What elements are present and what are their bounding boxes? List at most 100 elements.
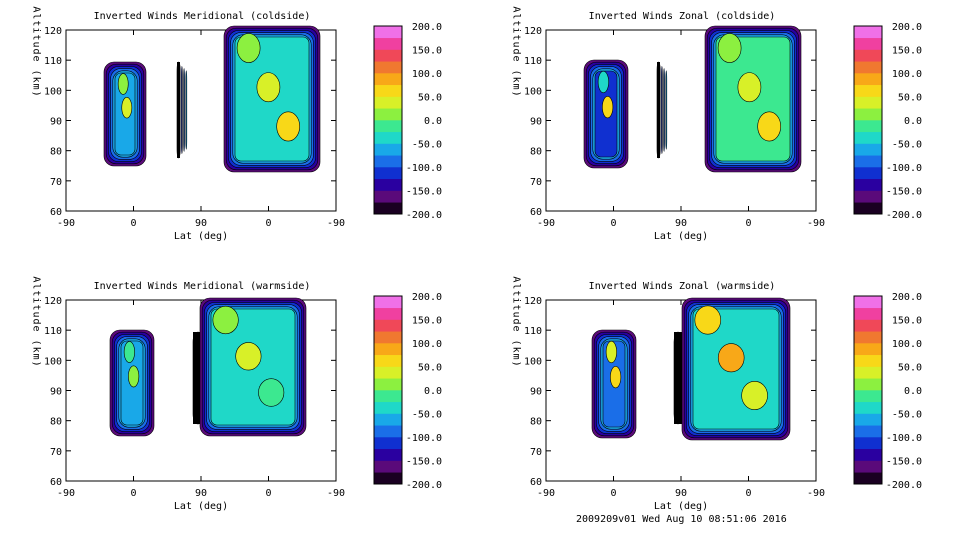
colorbar-band xyxy=(374,425,402,438)
y-tick-label: 60 xyxy=(50,207,62,218)
colorbar-band xyxy=(854,401,882,414)
contour-field-3 xyxy=(109,297,307,437)
y-axis-label: Altitude (km) xyxy=(511,276,522,367)
colorbar-band xyxy=(854,108,882,121)
contour-core xyxy=(276,111,301,142)
y-tick-label: 90 xyxy=(50,117,62,128)
x-tick-label: 0 xyxy=(130,488,136,499)
y-axis-label: Altitude (km) xyxy=(31,276,42,367)
colorbar-band xyxy=(854,425,882,438)
y-tick-label: 100 xyxy=(524,86,542,97)
y-tick-label: 80 xyxy=(530,417,542,428)
colorbar-band xyxy=(374,84,402,97)
chart-title: Inverted Winds Zonal (coldside) xyxy=(589,11,776,22)
colorbar-band xyxy=(374,307,402,320)
colorbar-label: -50.0 xyxy=(892,410,922,421)
colorbar-label: 150.0 xyxy=(412,316,442,327)
y-axis-label: Altitude (km) xyxy=(31,6,42,97)
x-axis-label: Lat (deg) xyxy=(654,501,708,512)
colorbar-label: 150.0 xyxy=(892,316,922,327)
colorbar-band xyxy=(854,343,882,356)
colorbar-frame xyxy=(853,25,883,215)
colorbar-band xyxy=(374,178,402,191)
colorbar-label: 200.0 xyxy=(412,292,442,303)
y-tick-label: 70 xyxy=(50,447,62,458)
contour-core xyxy=(717,33,742,63)
colorbar-label: -100.0 xyxy=(886,433,922,444)
contour-ring xyxy=(183,68,185,152)
chart-title: Inverted Winds Meridional (warmside) xyxy=(94,281,311,292)
colorbar-band xyxy=(374,319,402,332)
colorbar-label: -50.0 xyxy=(892,140,922,151)
colorbar-band xyxy=(374,331,402,344)
colorbar-band xyxy=(374,460,402,473)
colorbar-label: 100.0 xyxy=(412,69,442,80)
chart-panel-2: Inverted Winds Zonal (coldside) 60 70 80 90 1… xyxy=(511,6,923,242)
y-tick-label: 80 xyxy=(50,417,62,428)
colorbar-label: -50.0 xyxy=(412,410,442,421)
y-tick-label: 110 xyxy=(44,56,62,67)
colorbar-frame xyxy=(373,25,403,215)
colorbar-band xyxy=(374,155,402,168)
y-tick-label: 60 xyxy=(50,477,62,488)
x-tick-label: 0 xyxy=(610,218,616,229)
colorbar-label: 50.0 xyxy=(898,363,922,374)
colorbar-label: 50.0 xyxy=(898,93,922,104)
colorbar-band xyxy=(854,202,882,215)
y-tick-label: 100 xyxy=(44,356,62,367)
colorbar-band xyxy=(854,296,882,309)
colorbar-band xyxy=(854,167,882,180)
colorbar-band xyxy=(854,366,882,379)
contour-ring xyxy=(185,70,188,150)
contour-core xyxy=(757,111,782,142)
colorbar-band xyxy=(854,390,882,403)
colorbar-band xyxy=(854,26,882,39)
footer-text: 2009209v01 Wed Aug 10 08:51:06 2016 xyxy=(576,514,787,525)
y-tick-label: 70 xyxy=(530,177,542,188)
colorbar-band xyxy=(854,190,882,203)
contour-core xyxy=(602,96,614,119)
chart-panel-3: Inverted Winds Meridional (warmside) 60 70… xyxy=(31,276,443,512)
colorbar-band xyxy=(374,37,402,50)
colorbar-label: -150.0 xyxy=(886,457,922,468)
contour-core xyxy=(717,343,745,373)
colorbar-label: 200.0 xyxy=(892,22,922,33)
colorbar-band xyxy=(374,190,402,203)
colorbar-label: -150.0 xyxy=(406,457,442,468)
colorbar-label: 50.0 xyxy=(418,363,442,374)
colorbar-band xyxy=(374,167,402,180)
colorbar-band xyxy=(374,131,402,144)
colorbar-band xyxy=(854,178,882,191)
y-tick-label: 100 xyxy=(44,86,62,97)
colorbar-band xyxy=(854,155,882,168)
colorbar-label: -200.0 xyxy=(886,480,922,491)
contour-core xyxy=(610,366,622,389)
y-tick-label: 120 xyxy=(44,296,62,307)
colorbar-band xyxy=(854,460,882,473)
y-tick-label: 90 xyxy=(50,387,62,398)
colorbar-frame xyxy=(853,295,883,485)
contour-ring xyxy=(665,70,668,150)
contour-core xyxy=(694,305,722,335)
x-tick-label: -90 xyxy=(327,488,345,499)
colorbar-label: 100.0 xyxy=(892,69,922,80)
y-tick-label: 80 xyxy=(530,147,542,158)
colorbar-band xyxy=(854,448,882,461)
colorbar-band xyxy=(854,131,882,144)
colorbar-band xyxy=(374,343,402,356)
y-tick-label: 70 xyxy=(530,447,542,458)
colorbar-label: 150.0 xyxy=(412,46,442,57)
colorbar-label: 200.0 xyxy=(412,22,442,33)
contour-core xyxy=(737,72,762,103)
x-tick-label: 0 xyxy=(610,488,616,499)
y-tick-label: 70 xyxy=(50,177,62,188)
x-axis-label: Lat (deg) xyxy=(654,231,708,242)
x-tick-label: 90 xyxy=(195,218,207,229)
x-tick-label: 0 xyxy=(745,218,751,229)
y-tick-label: 120 xyxy=(524,296,542,307)
contour-core xyxy=(597,70,609,94)
colorbar-band xyxy=(854,120,882,133)
y-axis-label: Altitude (km) xyxy=(511,6,522,97)
colorbar-band xyxy=(374,366,402,379)
colorbar-label: 0.0 xyxy=(424,386,442,397)
